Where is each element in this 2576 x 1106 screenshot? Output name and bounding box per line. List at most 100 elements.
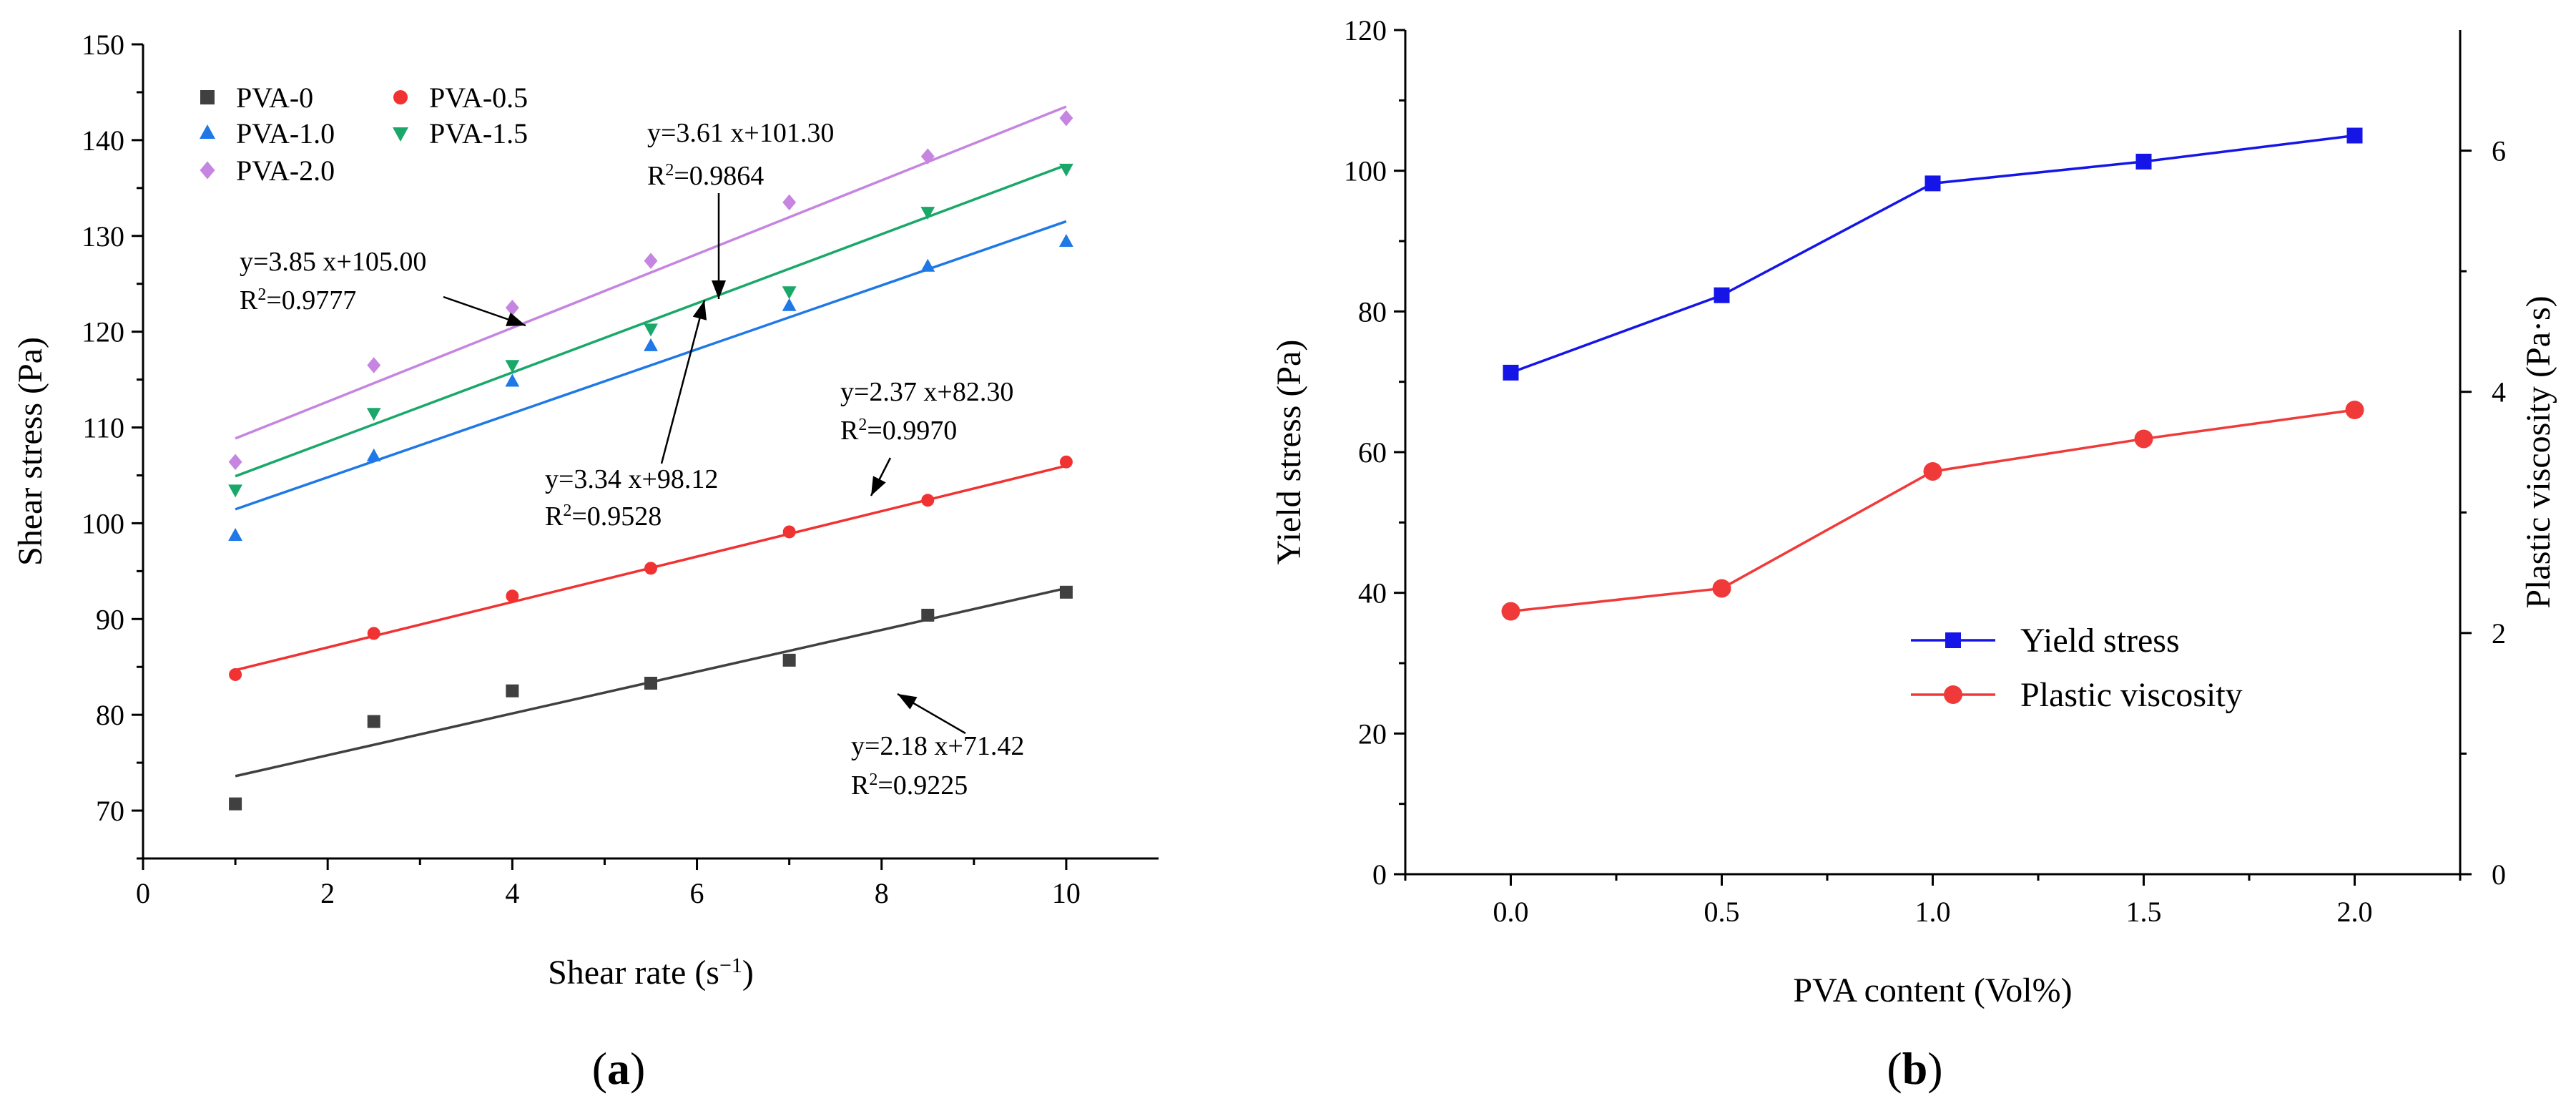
data-point — [366, 408, 381, 421]
x-tick-label: 1.5 — [2126, 896, 2162, 928]
y-tick-label: 60 — [1358, 436, 1387, 469]
y-tick-label: 20 — [1358, 718, 1387, 750]
legend-label: Yield stress — [2020, 622, 2180, 660]
series-line — [1510, 408, 2355, 613]
y-right-tick-label: 6 — [2492, 135, 2506, 167]
y-axis-title: Yield stress (Pa) — [1270, 340, 1308, 565]
annotation-arrow-head — [506, 313, 526, 326]
data-point — [782, 286, 797, 300]
series-pva-2-0 — [228, 105, 1073, 470]
legend-label: PVA-1.0 — [236, 117, 335, 150]
y-tick-label: 80 — [1358, 295, 1387, 328]
y-tick-label: 0 — [1372, 858, 1387, 891]
legend-marker — [393, 127, 408, 142]
x-tick-label: 10 — [1052, 877, 1081, 909]
data-point — [506, 589, 519, 603]
data-point — [644, 562, 657, 575]
y-tick-label: 40 — [1358, 577, 1387, 610]
x-axis-title: Shear rate (s−1) — [548, 954, 754, 992]
y-right-tick-label: 0 — [2492, 858, 2506, 891]
data-point — [782, 525, 796, 539]
data-point — [367, 715, 380, 728]
data-point — [505, 373, 520, 387]
legend-marker — [1945, 632, 1961, 648]
data-point — [367, 357, 381, 373]
data-point — [1059, 233, 1073, 247]
data-point — [1714, 287, 1730, 303]
y-right-tick-label: 2 — [2492, 617, 2506, 650]
data-point — [782, 194, 797, 211]
series-pva-1-0 — [228, 220, 1073, 542]
legend-label: PVA-0.5 — [429, 82, 528, 114]
data-point — [782, 298, 797, 311]
fit-annotation: y=3.34 x+98.12 R2=0.9528 — [545, 300, 718, 532]
data-point — [506, 684, 519, 698]
annotation-arrow-head — [712, 280, 726, 299]
data-point — [1712, 579, 1731, 598]
data-point — [920, 258, 935, 272]
data-point — [1501, 602, 1520, 621]
x-axis-title: PVA content (Vol%) — [1793, 972, 2072, 1009]
data-point — [505, 299, 519, 316]
fit-r-squared: R2=0.9777 — [240, 285, 356, 315]
fit-r-squared: R2=0.9225 — [851, 770, 968, 801]
x-tick-label: 4 — [505, 877, 519, 909]
y-tick-label: 150 — [82, 29, 124, 61]
x-tick-label: 0.0 — [1493, 896, 1529, 928]
fit-equation: y=3.61 x+101.30 — [647, 118, 834, 148]
y-tick-label: 120 — [82, 316, 124, 348]
data-point — [366, 448, 381, 461]
fit-equation: y=3.85 x+105.00 — [240, 247, 426, 277]
chart-panel-b: 0.0 0.5 1.0 1.5 2.0 0 20 40 60 80 100 120 0 2 4 6 PVA co… — [1270, 14, 2557, 1094]
fit-r-squared: R2=0.9528 — [545, 501, 662, 532]
data-point — [1503, 364, 1519, 381]
series-plastic-viscosity — [1501, 401, 2364, 621]
y-tick-label: 70 — [96, 795, 124, 827]
data-point — [2134, 429, 2153, 449]
series-line — [1510, 134, 2355, 374]
x-tick-label: 1.0 — [1915, 896, 1951, 928]
series-yield-stress — [1503, 127, 2363, 381]
series-pva-0 — [229, 585, 1073, 811]
legend: PVA-0 PVA-0.5 PVA-1.0 PVA-1.5 PVA-2.0 — [200, 82, 528, 187]
data-point — [1059, 455, 1073, 469]
data-point — [644, 253, 658, 269]
panel-label: (a) — [592, 1043, 646, 1094]
data-point — [228, 528, 242, 542]
y-tick-label: 120 — [1344, 14, 1387, 47]
y-tick-label: 90 — [96, 603, 124, 635]
legend-marker — [200, 161, 215, 180]
y-tick-label: 130 — [82, 220, 124, 253]
y-axis-title: Shear stress (Pa) — [11, 337, 49, 566]
y-tick-label: 110 — [82, 412, 124, 444]
legend: Yield stress Plastic viscosity — [1911, 622, 2243, 714]
data-point — [367, 627, 380, 640]
fit-r-squared: R2=0.9864 — [647, 161, 764, 191]
x-tick-label: 0.5 — [1704, 896, 1740, 928]
data-point — [229, 667, 242, 681]
data-point — [1059, 163, 1073, 177]
legend-label: PVA-0 — [236, 82, 313, 114]
data-point — [228, 454, 242, 470]
data-point — [782, 653, 796, 667]
data-point — [1059, 109, 1073, 127]
legend-label: PVA-1.5 — [429, 117, 528, 150]
annotation-arrow — [660, 300, 706, 464]
y-axis-right-title: Plastic viscosity (Pa·s) — [2520, 295, 2557, 608]
series-pva-0-5 — [229, 455, 1073, 681]
legend-label: PVA-2.0 — [236, 155, 335, 187]
data-point — [921, 608, 935, 622]
data-point — [228, 484, 242, 498]
y-right-tick-label: 4 — [2492, 376, 2506, 408]
panel-label: (b) — [1887, 1043, 1942, 1094]
fit-equation: y=2.18 x+71.42 — [851, 731, 1024, 761]
data-point — [644, 323, 658, 337]
data-point — [1923, 461, 1942, 481]
data-point — [644, 676, 657, 690]
legend-marker — [1944, 685, 1962, 704]
y-tick-label: 80 — [96, 699, 124, 731]
data-point — [2346, 127, 2363, 144]
fit-equation: y=2.37 x+82.30 — [840, 377, 1013, 407]
annotation-arrow-head — [898, 694, 918, 710]
